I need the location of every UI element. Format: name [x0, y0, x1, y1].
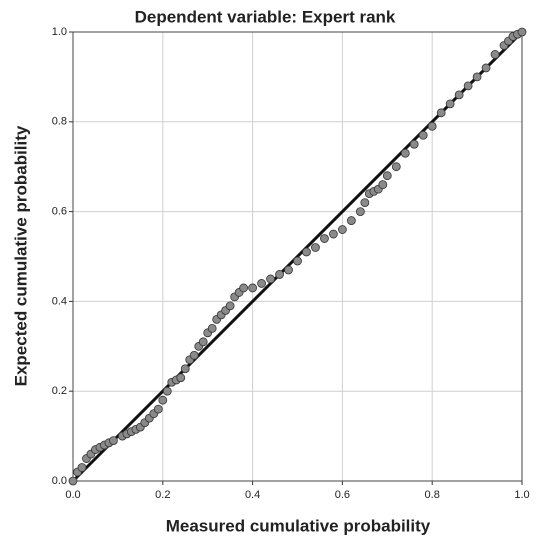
point: [293, 256, 302, 266]
point: [266, 274, 275, 284]
x-tick-label: 0.6: [335, 489, 350, 501]
point: [382, 171, 392, 181]
point: [320, 234, 329, 243]
point: [329, 229, 338, 239]
point: [311, 243, 320, 252]
point: [207, 323, 217, 333]
point: [153, 404, 163, 414]
y-tick-label: 0.2: [52, 385, 67, 397]
y-tick-label: 0.0: [52, 475, 67, 487]
point: [158, 395, 168, 405]
reference-line: [71, 30, 524, 483]
x-tick-label: 0.0: [65, 489, 80, 501]
point: [418, 130, 428, 140]
point: [257, 279, 266, 288]
point: [445, 99, 455, 109]
point: [463, 81, 473, 91]
point: [355, 207, 365, 217]
point: [225, 301, 235, 311]
x-tick-label: 1.0: [514, 489, 529, 501]
point: [68, 476, 78, 486]
point: [337, 225, 347, 234]
point: [176, 373, 186, 383]
x-tick-label: 0.4: [245, 489, 260, 501]
point: [189, 350, 199, 360]
point: [391, 162, 401, 172]
point: [409, 139, 419, 149]
point: [198, 337, 208, 347]
point: [302, 247, 311, 257]
point: [77, 463, 87, 472]
point: [346, 216, 356, 225]
point: [517, 27, 527, 37]
x-tick-label: 0.2: [155, 489, 170, 501]
point: [180, 364, 190, 374]
point: [275, 270, 284, 279]
point: [427, 121, 437, 131]
point: [162, 386, 172, 396]
point: [490, 50, 500, 59]
point: [436, 108, 446, 118]
chart-title: Dependent variable: Expert rank: [135, 7, 396, 26]
point: [472, 72, 482, 82]
point: [239, 283, 249, 293]
y-tick-label: 0.4: [52, 295, 67, 307]
point: [248, 283, 258, 293]
y-tick-label: 0.8: [52, 116, 67, 128]
plot-frame: [72, 31, 523, 482]
y-tick-label: 0.6: [52, 206, 67, 218]
y-tick-label: 1.0: [52, 26, 67, 38]
point: [378, 180, 388, 190]
point: [284, 265, 293, 275]
x-axis-label: Measured cumulative probability: [166, 516, 431, 535]
point: [454, 90, 464, 100]
y-axis-label: Expected cumulative probability: [11, 125, 30, 386]
point: [481, 63, 491, 73]
point: [400, 148, 410, 158]
point: [360, 198, 370, 208]
x-tick-label: 0.8: [425, 489, 440, 501]
point: [109, 436, 118, 445]
